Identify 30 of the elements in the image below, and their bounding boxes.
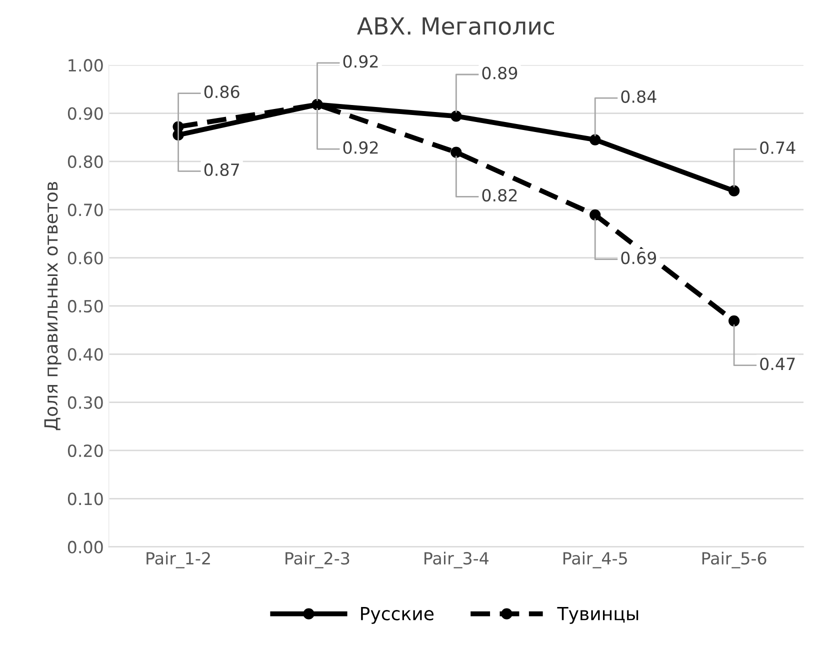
data-label: 0.89 xyxy=(482,66,518,80)
legend-label: Тувинцы xyxy=(557,607,638,624)
y-tick-label: 0.80 xyxy=(68,155,103,168)
y-tick-label: 0.30 xyxy=(68,396,103,409)
x-tick-label: Pair_5-6 xyxy=(702,552,766,568)
data-label: 0.74 xyxy=(760,141,796,154)
y-tick-label: 0.10 xyxy=(68,492,103,506)
y-tick-label: 0.90 xyxy=(68,107,103,120)
y-tick-label: 0.40 xyxy=(68,348,103,361)
y-tick-label: 0.00 xyxy=(68,540,103,554)
data-label: 0.82 xyxy=(482,188,517,202)
x-tick-label: Pair_3-4 xyxy=(424,552,489,568)
chart-title: ABX. Мегаполис xyxy=(357,17,554,35)
y-axis-title: Доля правильных ответов xyxy=(44,182,62,430)
data-label: 0.47 xyxy=(760,358,795,370)
y-tick-label: 1.00 xyxy=(68,59,103,72)
data-label: 0.92 xyxy=(343,141,378,154)
data-label: 0.87 xyxy=(204,163,239,176)
legend-label: Русские xyxy=(361,607,434,624)
data-label: 0.86 xyxy=(204,86,240,98)
y-tick-label: 0.50 xyxy=(68,300,103,313)
y-tick-label: 0.70 xyxy=(68,204,103,216)
x-tick-label: Pair_4-5 xyxy=(563,552,627,568)
data-label: 0.92 xyxy=(343,55,378,68)
y-tick-label: 0.20 xyxy=(68,444,103,458)
data-label: 0.69 xyxy=(621,252,656,264)
data-label: 0.84 xyxy=(621,90,656,103)
x-tick-label: Pair_2-3 xyxy=(286,552,350,568)
y-tick-label: 0.60 xyxy=(68,252,103,264)
x-tick-label: Pair_1-2 xyxy=(146,552,210,568)
